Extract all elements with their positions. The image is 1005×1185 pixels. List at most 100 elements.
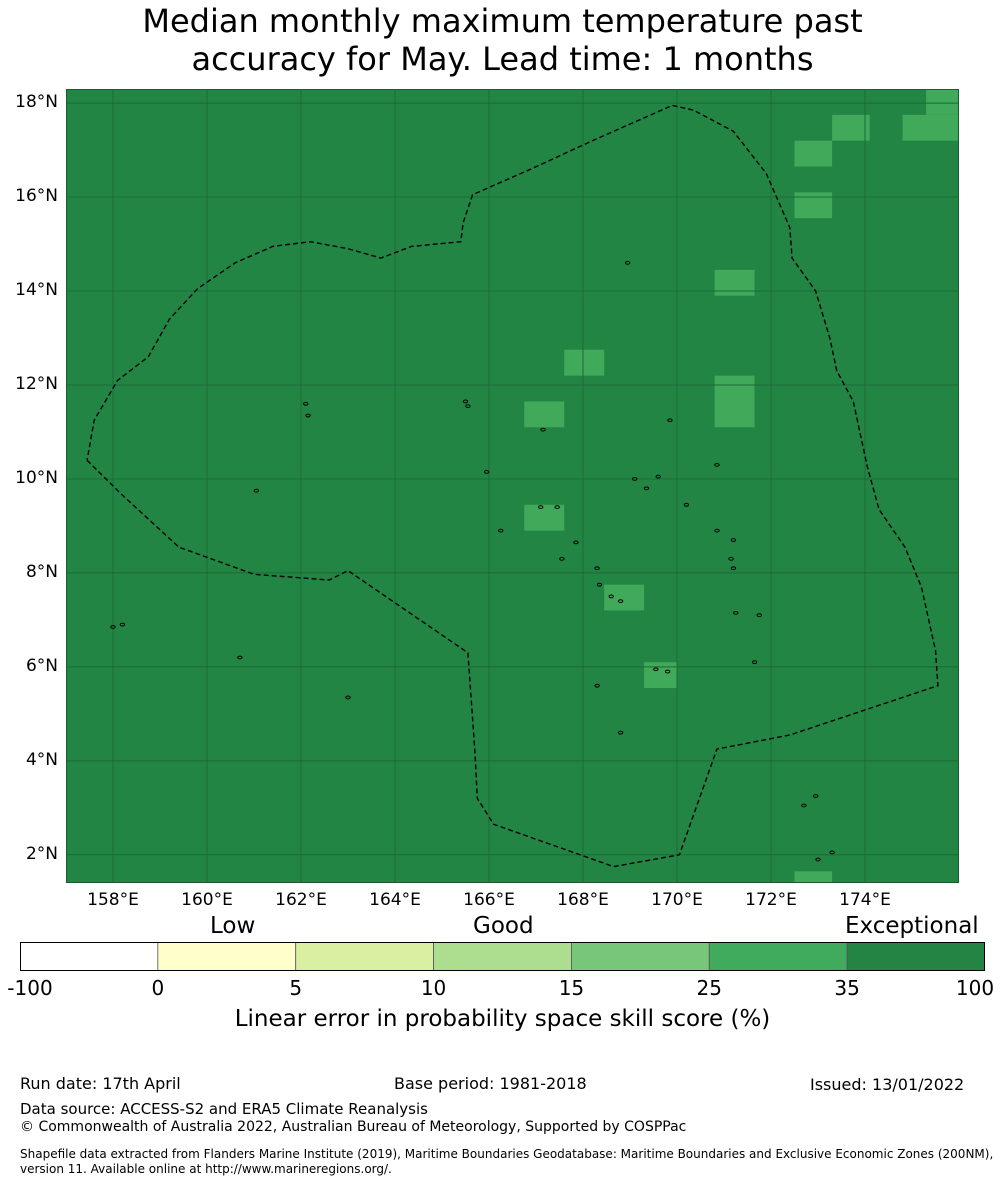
colorbar-category-exceptional: Exceptional	[845, 913, 979, 939]
lat-tick-label: 8°N	[25, 561, 58, 582]
island-outline	[462, 399, 469, 404]
colorbar-tick-label: 25	[696, 976, 722, 1000]
island-outline	[714, 528, 720, 533]
colorbar-category-good: Good	[473, 913, 534, 939]
island-outline	[655, 474, 661, 479]
lon-tick-label: 158°E	[87, 890, 139, 910]
island-outline	[829, 850, 835, 855]
island-outline	[617, 730, 624, 735]
island-outline	[624, 260, 631, 265]
lon-tick-label: 162°E	[275, 890, 327, 910]
island-outline	[345, 695, 351, 700]
island-outline	[305, 413, 311, 418]
shapefile-credit-line-2: version 11. Available online at http://w…	[20, 1162, 392, 1176]
island-outline	[253, 488, 260, 493]
colorbar	[20, 942, 985, 971]
colorbar-tick-label: 5	[289, 976, 303, 1000]
lat-tick-label: 14°N	[15, 280, 58, 301]
lat-tick-label: 10°N	[15, 467, 58, 488]
island-outline	[683, 502, 690, 507]
title-line-1: Median monthly maximum temperature past	[142, 2, 863, 40]
colorbar-segment	[571, 942, 710, 971]
island-outline	[730, 538, 737, 542]
base-period: Base period: 1981-2018	[394, 1074, 587, 1093]
shapefile-credit-line-1: Shapefile data extracted from Flanders M…	[20, 1147, 994, 1161]
island-outline	[465, 404, 471, 409]
lon-tick-label: 160°E	[181, 890, 233, 910]
island-outline	[643, 486, 650, 491]
highlight-cell	[794, 871, 833, 883]
lat-tick-label: 12°N	[15, 373, 58, 394]
issued-date: Issued: 13/01/2022	[810, 1075, 965, 1094]
colorbar-tick-label: 15	[558, 976, 585, 1000]
highlight-cell	[714, 269, 755, 296]
lat-tick-label: 16°N	[15, 186, 58, 207]
map-background	[66, 89, 959, 883]
island-outline	[594, 566, 600, 571]
highlight-cell	[714, 375, 755, 428]
island-outline	[728, 556, 734, 561]
colorbar-segment	[433, 942, 572, 971]
island-outline	[714, 462, 720, 467]
lon-tick-label: 170°E	[651, 890, 703, 910]
map-frame	[66, 89, 959, 883]
highlight-cell	[524, 504, 565, 531]
colorbar-tick-label: 10	[420, 976, 447, 1000]
island-outline	[237, 655, 243, 660]
island-outline	[667, 418, 673, 423]
highlight-cell	[794, 140, 833, 167]
island-outline	[730, 566, 737, 571]
map-panel[interactable]	[66, 89, 959, 883]
colorbar-tick-label: -100	[7, 976, 53, 1000]
run-date: Run date: 17th April	[20, 1074, 181, 1093]
island-outline	[733, 610, 739, 615]
lon-tick-label: 174°E	[839, 890, 891, 910]
colorbar-tick-label: 0	[151, 976, 165, 1000]
island-outline	[815, 857, 821, 862]
island-outline	[608, 594, 614, 599]
colorbar-segment	[708, 942, 848, 971]
lon-tick-label: 168°E	[557, 890, 609, 910]
island-outline	[812, 794, 819, 798]
skill-map	[66, 89, 959, 883]
lon-tick-label: 172°E	[745, 890, 797, 910]
island-outline	[756, 613, 762, 618]
colorbar-category-low: Low	[210, 913, 256, 939]
colorbar-tick-label: 35	[834, 976, 860, 1000]
island-outline	[594, 683, 600, 688]
colorbar-label: Linear error in probability space skill …	[234, 1006, 771, 1032]
colorbar-segment	[20, 942, 159, 971]
island-outline	[303, 401, 309, 406]
colorbar-frame	[20, 942, 985, 971]
title-line-2: accuracy for May. Lead time: 1 months	[191, 40, 814, 78]
island-outline	[110, 625, 116, 629]
lon-tick-label: 164°E	[369, 890, 421, 910]
island-outline	[751, 660, 758, 665]
island-outline	[554, 505, 560, 510]
island-outline	[596, 582, 603, 587]
lon-tick-label: 166°E	[463, 890, 515, 910]
island-outlines	[110, 260, 835, 862]
island-outline	[498, 528, 504, 533]
colorbar-segment	[157, 942, 297, 971]
highlight-cell	[832, 114, 870, 141]
lat-tick-label: 4°N	[25, 749, 58, 770]
island-outline	[632, 477, 638, 481]
island-outline	[801, 803, 807, 808]
highlight-cell	[902, 114, 959, 141]
island-outline	[540, 427, 546, 432]
island-outline	[483, 470, 490, 474]
lat-tick-label: 2°N	[25, 843, 58, 864]
highlight-cell	[794, 192, 833, 219]
colorbar-segment	[295, 942, 434, 971]
island-outline	[653, 667, 659, 672]
copyright-notice: © Commonwealth of Australia 2022, Austra…	[20, 1119, 687, 1135]
island-outline	[573, 540, 579, 545]
island-outline	[617, 599, 624, 604]
highlight-cell	[524, 401, 565, 428]
island-outline	[119, 622, 126, 627]
highlight-cells	[524, 89, 959, 883]
graticule	[66, 89, 959, 883]
eez-boundary-line	[86, 104, 939, 868]
lat-tick-label: 18°N	[15, 92, 58, 113]
